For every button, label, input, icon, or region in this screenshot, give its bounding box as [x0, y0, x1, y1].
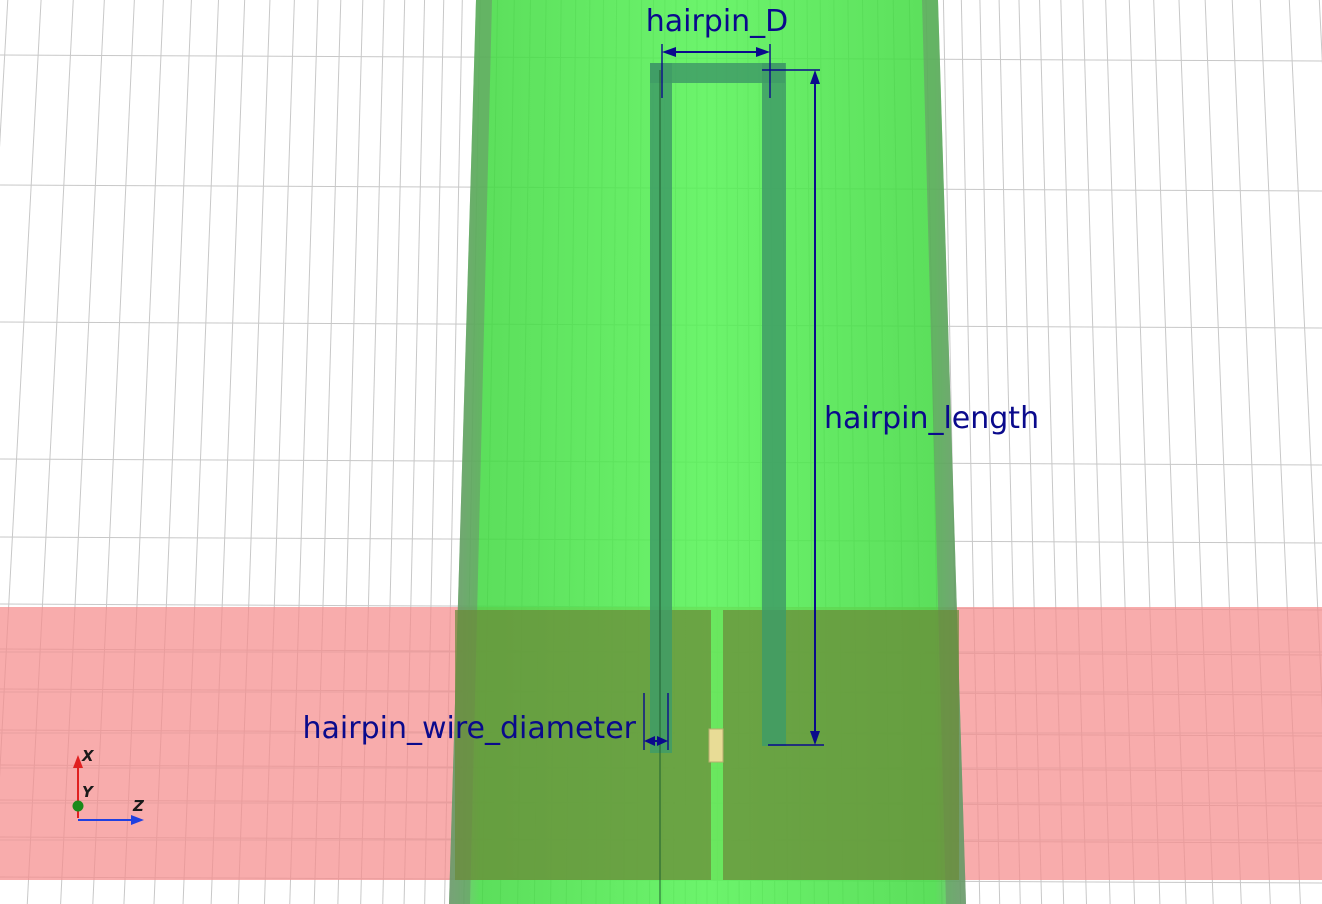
dimension-hairpin-wire-diameter[interactable]: hairpin_wire_diameter	[303, 693, 669, 750]
z-axis-label: Z	[132, 797, 145, 815]
hairpin-d-label: hairpin_D	[646, 4, 789, 39]
x-axis-arrow	[73, 755, 83, 768]
hairpin-wire	[650, 63, 786, 904]
dimension-hairpin-d[interactable]: hairpin_D	[646, 4, 789, 98]
y-axis-dot	[72, 800, 84, 812]
ground-plane-right	[723, 610, 959, 880]
z-axis-arrow	[131, 815, 144, 825]
feed-port	[708, 728, 724, 763]
hairpin-wire-diameter-label: hairpin_wire_diameter	[303, 711, 637, 746]
hairpin-length-label: hairpin_length	[824, 401, 1039, 436]
y-axis-label: Y	[82, 783, 95, 801]
axis-triad: X Y Z	[72, 747, 145, 825]
dimension-hairpin-length[interactable]: hairpin_length	[762, 69, 1039, 746]
x-axis-label: X	[81, 747, 95, 765]
